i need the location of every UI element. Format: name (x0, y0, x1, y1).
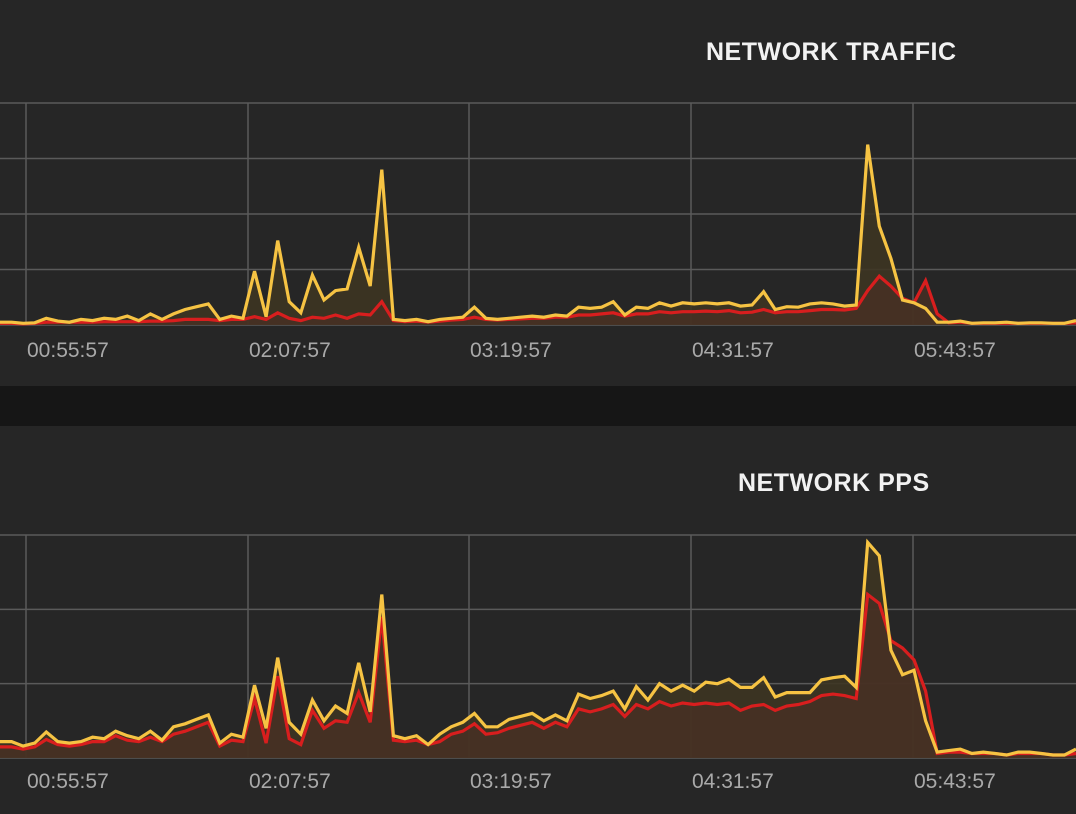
series-line (0, 273, 1076, 326)
x-tick-label: 05:43:57 (914, 770, 996, 793)
x-tick-label: 03:19:57 (470, 339, 552, 362)
grid (0, 102, 1076, 326)
panel-title: NETWORK TRAFFIC (706, 38, 957, 66)
network-pps-chart: 00:55:57 02:07:57 03:19:57 04:31:57 05:43:57 (0, 534, 1076, 793)
series-line (0, 591, 1076, 757)
x-tick-label: 05:43:57 (914, 339, 996, 362)
series-area (0, 276, 1076, 325)
x-tick-label: 02:07:57 (249, 339, 331, 362)
network-pps-panel: NETWORK PPS 00:55:57 02:07:57 03:19:57 04:3… (0, 426, 1076, 814)
x-tick-label: 00:55:57 (27, 770, 109, 793)
panel-separator (0, 386, 1076, 426)
x-tick-label: 00:55:57 (27, 339, 109, 362)
network-traffic-panel: NETWORK TRAFFIC 00:55:57 02:07:57 03:19:57… (0, 0, 1076, 386)
x-tick-label: 02:07:57 (249, 770, 331, 793)
series-area (0, 144, 1076, 325)
series-area (0, 594, 1076, 758)
network-traffic-chart: 00:55:57 02:07:57 03:19:57 04:31:57 05:43:57 (0, 102, 1076, 362)
x-tick-label: 03:19:57 (470, 770, 552, 793)
series-line (0, 144, 1076, 325)
x-tick-label: 04:31:57 (692, 770, 774, 793)
panel-title: NETWORK PPS (738, 469, 930, 497)
x-tick-label: 04:31:57 (692, 339, 774, 362)
series-line (0, 538, 1076, 757)
